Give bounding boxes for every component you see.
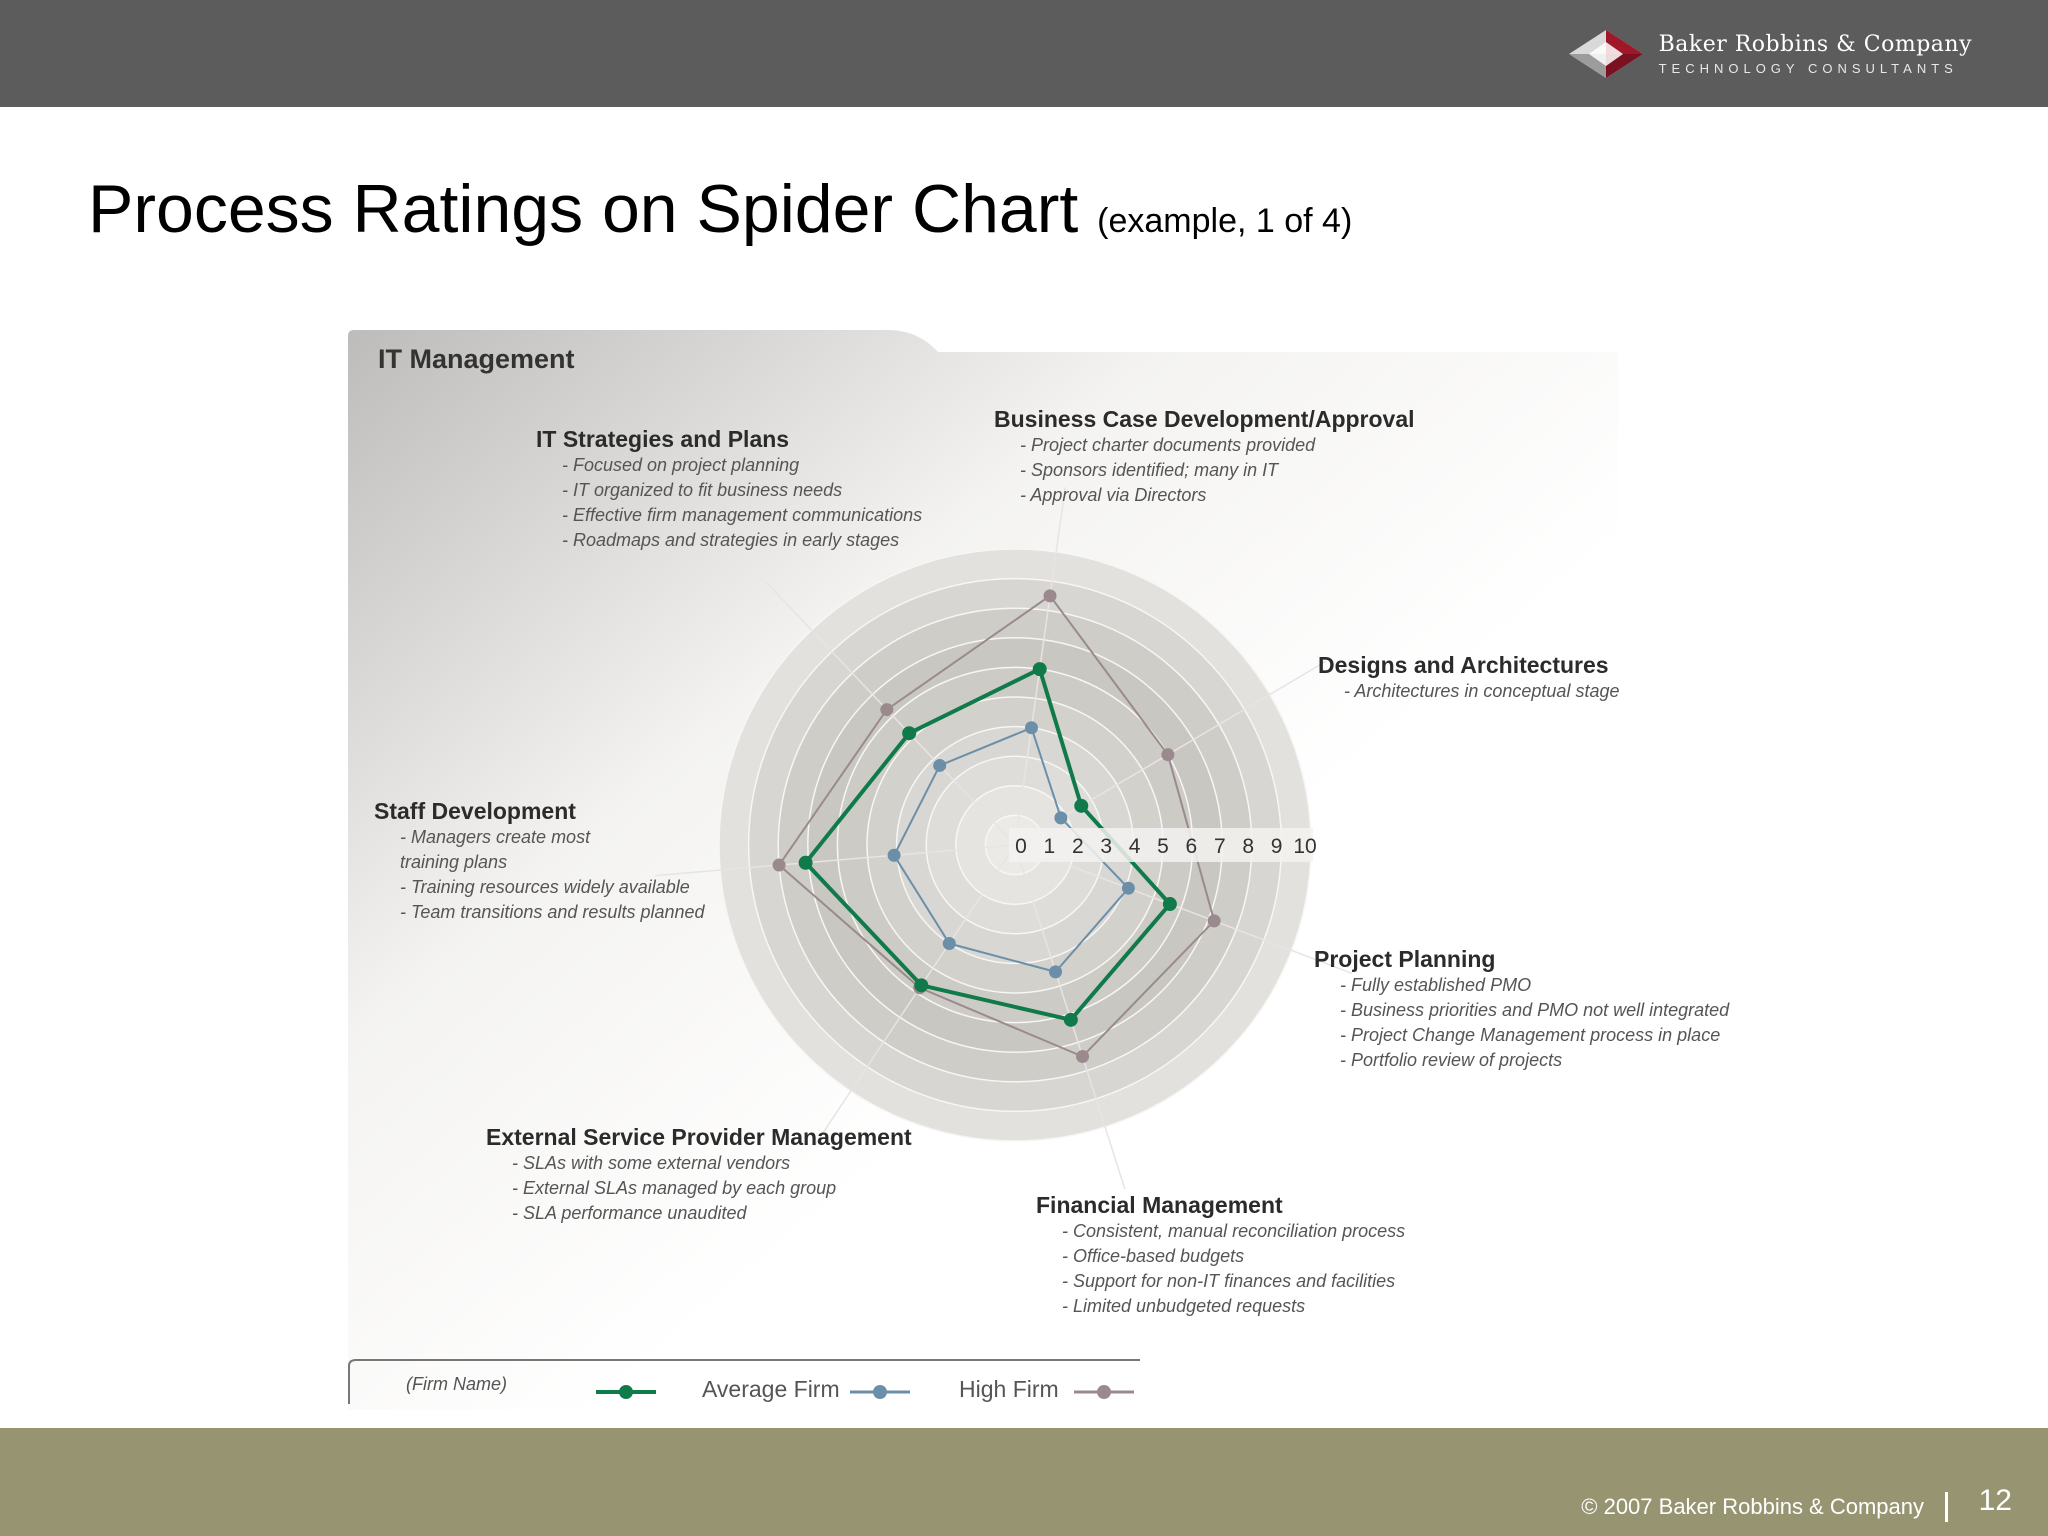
scale-tick-label: 6 bbox=[1186, 835, 1198, 858]
chart-panel: 0 1 2 3 4 5 6 7 8 9 10 IT Management Business Case… bbox=[348, 330, 1729, 1410]
legend-firm-marker bbox=[619, 1385, 633, 1399]
axis-note: - Office-based budgets bbox=[1062, 1246, 1245, 1266]
axis-spoke bbox=[1014, 844, 1353, 975]
tick-label-band bbox=[1009, 828, 1313, 862]
scale-tick-label: 5 bbox=[1157, 835, 1169, 858]
series-point bbox=[798, 855, 813, 870]
axis-note: - IT organized to fit business needs bbox=[562, 480, 843, 500]
axis-note: - Fully established PMO bbox=[1340, 975, 1532, 995]
copyright-text: © 2007 Baker Robbins & Company bbox=[1581, 1494, 1924, 1519]
footer-bar: © 2007 Baker Robbins & Company 12 bbox=[0, 1428, 2048, 1536]
series-point bbox=[1074, 798, 1089, 813]
series-point bbox=[902, 726, 917, 741]
axis-heading: Financial Management bbox=[1036, 1192, 1283, 1218]
series-point bbox=[1076, 1049, 1090, 1063]
axis-heading: Staff Development bbox=[374, 798, 576, 824]
axis-note: - Limited unbudgeted requests bbox=[1062, 1296, 1306, 1316]
axis-label-financial: Financial Management - Consistent, manua… bbox=[1036, 1192, 1405, 1319]
chart-legend: (Firm Name) Average Firm High Firm bbox=[348, 1358, 1148, 1404]
scale-tick-label: 1 bbox=[1044, 835, 1056, 858]
axis-label-designs: Designs and Architectures - Architecture… bbox=[1318, 652, 1619, 704]
page-number: 12 bbox=[1978, 1484, 2012, 1517]
legend-firm-label: (Firm Name) bbox=[406, 1374, 507, 1394]
scale-tick-label: 4 bbox=[1129, 835, 1141, 858]
series-point bbox=[933, 758, 947, 772]
slide-title: Process Ratings on Spider Chart (example… bbox=[88, 170, 1352, 248]
series-point bbox=[1054, 811, 1068, 825]
header-bar: Baker Robbins & Company TECHNOLOGY CONSU… bbox=[0, 0, 2048, 107]
axis-note: - Focused on project planning bbox=[562, 455, 800, 475]
company-tagline: TECHNOLOGY CONSULTANTS bbox=[1658, 61, 1958, 76]
axis-note: - SLA performance unaudited bbox=[512, 1203, 747, 1223]
axis-note: training plans bbox=[400, 852, 508, 872]
axis-note: - Project charter documents provided bbox=[1020, 435, 1316, 455]
axis-note: - Sponsors identified; many in IT bbox=[1020, 460, 1279, 480]
scale-tick-label: 8 bbox=[1242, 835, 1254, 858]
axis-note: - Portfolio review of projects bbox=[1340, 1050, 1563, 1070]
footer-divider bbox=[1945, 1492, 1948, 1522]
axis-label-external-service: External Service Provider Management - S… bbox=[486, 1124, 912, 1226]
axis-spoke bbox=[813, 844, 1016, 1146]
axis-note: - Approval via Directors bbox=[1020, 485, 1207, 505]
series-point bbox=[1032, 662, 1047, 677]
series-point bbox=[1207, 914, 1221, 928]
axis-note: - Managers create most bbox=[400, 827, 591, 847]
axis-note: - Effective firm management communicatio… bbox=[562, 505, 923, 525]
series-point bbox=[887, 848, 901, 862]
series-point bbox=[1162, 897, 1177, 912]
scale-tick-label: 10 bbox=[1293, 835, 1316, 858]
axis-label-business-case: Business Case Development/Approval - Pro… bbox=[994, 406, 1415, 508]
scale-tick-label: 7 bbox=[1214, 835, 1226, 858]
slide-title-text: Process Ratings on Spider Chart bbox=[88, 171, 1079, 247]
series-line bbox=[802, 666, 1173, 1023]
series-point bbox=[1043, 589, 1057, 603]
axis-note: - Architectures in conceptual stage bbox=[1344, 681, 1620, 701]
slide-subtitle: (example, 1 of 4) bbox=[1097, 202, 1353, 240]
axis-heading: IT Strategies and Plans bbox=[536, 426, 790, 452]
series-point bbox=[1161, 748, 1175, 762]
series-point bbox=[880, 703, 894, 717]
axis-note: - External SLAs managed by each group bbox=[512, 1178, 837, 1198]
axis-heading: External Service Provider Management bbox=[486, 1124, 912, 1150]
legend-avg-marker bbox=[873, 1385, 887, 1399]
scale-tick-label: 2 bbox=[1072, 835, 1084, 858]
axis-note: - Business priorities and PMO not well i… bbox=[1340, 1000, 1730, 1020]
spider-chart: 0 1 2 3 4 5 6 7 8 9 10 bbox=[348, 330, 1618, 1410]
chart-title: IT Management bbox=[378, 344, 575, 374]
series-point bbox=[1024, 721, 1038, 735]
legend-high-label: High Firm bbox=[959, 1376, 1059, 1402]
series-point bbox=[1063, 1012, 1078, 1027]
axis-note: - SLAs with some external vendors bbox=[512, 1153, 791, 1173]
axis-note: - Training resources widely available bbox=[400, 877, 690, 897]
axis-note: - Roadmaps and strategies in early stage… bbox=[562, 530, 900, 550]
series-point bbox=[1049, 965, 1063, 979]
series-point bbox=[914, 978, 929, 993]
scale-tick-label: 9 bbox=[1271, 835, 1283, 858]
scale-tick-label: 0 bbox=[1015, 835, 1027, 858]
axis-label-project-planning: Project Planning - Fully established PMO… bbox=[1314, 946, 1729, 1073]
series-point bbox=[942, 936, 956, 950]
axis-note: - Team transitions and results planned bbox=[400, 902, 705, 922]
axis-note: - Support for non-IT finances and facili… bbox=[1062, 1271, 1396, 1291]
company-name: Baker Robbins & Company bbox=[1658, 32, 1972, 57]
legend-avg-label: Average Firm bbox=[702, 1376, 840, 1402]
series-point bbox=[772, 858, 786, 872]
series-line bbox=[777, 594, 1216, 1058]
scale-tick-label: 3 bbox=[1100, 835, 1112, 858]
axis-heading: Business Case Development/Approval bbox=[994, 406, 1415, 432]
diamond-logo-icon bbox=[1568, 30, 1643, 78]
company-logo: Baker Robbins & Company TECHNOLOGY CONSU… bbox=[1567, 28, 1972, 80]
legend-high-marker bbox=[1097, 1385, 1111, 1399]
axis-heading: Project Planning bbox=[1314, 946, 1496, 972]
axis-heading: Designs and Architectures bbox=[1318, 652, 1609, 678]
legend-frame bbox=[348, 1359, 1140, 1404]
axis-label-staff-development: Staff Development - Managers create most… bbox=[374, 798, 705, 925]
axis-spoke bbox=[655, 844, 1016, 877]
series-point bbox=[1121, 881, 1135, 895]
axis-note: - Project Change Management process in p… bbox=[1340, 1025, 1721, 1045]
axis-label-it-strategies: IT Strategies and Plans - Focused on pro… bbox=[536, 426, 922, 553]
axis-note: - Consistent, manual reconciliation proc… bbox=[1062, 1221, 1406, 1241]
